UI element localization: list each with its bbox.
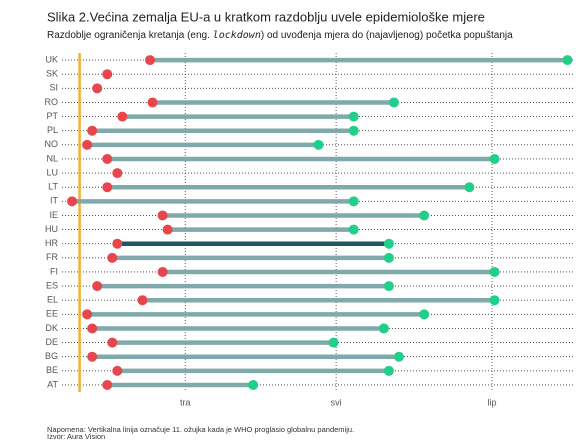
- start-dot: [137, 295, 148, 306]
- end-dot: [348, 111, 359, 122]
- subtitle-part: Razdoblje ograničenja kretanja (eng.: [47, 30, 213, 41]
- start-dot: [162, 224, 173, 235]
- end-dot: [383, 365, 394, 376]
- end-dot: [419, 309, 430, 320]
- y-tick-label: NL: [46, 153, 58, 163]
- y-tick-label: PT: [46, 111, 58, 121]
- start-dot: [107, 252, 118, 263]
- y-tick-label: SI: [49, 83, 58, 93]
- y-tick-label: PL: [47, 125, 58, 135]
- end-dot: [313, 139, 324, 150]
- y-tick-label: HU: [45, 224, 58, 234]
- start-dot: [112, 238, 123, 249]
- end-dot: [383, 252, 394, 263]
- end-dot: [378, 323, 389, 334]
- end-dot: [489, 295, 500, 306]
- y-tick-label: SK: [46, 69, 58, 79]
- end-dot: [388, 97, 399, 108]
- y-tick-label: FI: [50, 266, 58, 276]
- start-dot: [102, 69, 113, 80]
- end-dot: [489, 153, 500, 164]
- x-tick-label: lip: [488, 397, 497, 407]
- y-tick-label: LU: [46, 167, 58, 177]
- y-tick-label: DE: [45, 337, 58, 347]
- start-dot: [87, 351, 98, 362]
- chart-title: Slika 2.Većina zemalja EU-a u kratkom ra…: [47, 9, 485, 24]
- start-dot: [147, 97, 158, 108]
- y-tick-label: AT: [47, 379, 58, 389]
- start-dot: [107, 337, 118, 348]
- end-dot: [383, 238, 394, 249]
- end-dot: [348, 125, 359, 136]
- y-tick-label: BG: [45, 351, 58, 361]
- end-dot: [489, 266, 500, 277]
- start-dot: [82, 139, 93, 150]
- start-dot: [157, 210, 168, 221]
- end-dot: [328, 337, 339, 348]
- y-tick-label: DK: [45, 323, 58, 333]
- start-dot: [87, 323, 98, 334]
- start-dot: [145, 55, 156, 66]
- y-tick-label: IE: [49, 210, 58, 220]
- y-tick-label: FR: [46, 252, 58, 262]
- end-dot: [348, 224, 359, 235]
- subtitle-part: lockdown: [213, 30, 261, 41]
- y-tick-label: EE: [46, 309, 58, 319]
- start-dot: [157, 266, 168, 277]
- y-tick-label: ES: [46, 280, 58, 290]
- end-dot: [419, 210, 430, 221]
- end-dot: [383, 281, 394, 292]
- start-dot: [92, 281, 103, 292]
- start-dot: [87, 125, 98, 136]
- x-tick-label: svi: [331, 397, 342, 407]
- y-tick-label: RO: [45, 97, 59, 107]
- start-dot: [102, 182, 113, 193]
- end-dot: [464, 182, 475, 193]
- chart-subtitle: Razdoblje ograničenja kretanja (eng. loc…: [47, 30, 513, 41]
- start-dot: [112, 365, 123, 376]
- end-dot: [393, 351, 404, 362]
- subtitle-part: ) od uvođenja mjera do (najavljenog) poč…: [261, 30, 513, 41]
- y-tick-label: IT: [50, 196, 59, 206]
- end-dot: [248, 379, 259, 390]
- y-tick-label: HR: [45, 238, 58, 248]
- start-dot: [92, 83, 103, 94]
- x-tick-label: tra: [180, 397, 191, 407]
- end-dot: [348, 196, 359, 207]
- note: Napomena: Vertikalna linija označuje 11.…: [47, 425, 354, 434]
- start-dot: [67, 196, 78, 207]
- start-dot: [102, 153, 113, 164]
- start-dot: [112, 168, 123, 179]
- y-tick-label: UK: [45, 54, 58, 64]
- y-tick-label: LT: [48, 182, 58, 192]
- y-tick-label: NO: [45, 139, 59, 149]
- y-tick-label: BE: [46, 365, 58, 375]
- y-tick-label: EL: [47, 295, 58, 305]
- start-dot: [102, 379, 113, 390]
- end-dot: [562, 55, 573, 66]
- start-dot: [117, 111, 128, 122]
- start-dot: [82, 309, 93, 320]
- source: Izvor: Aura Vision: [47, 432, 105, 441]
